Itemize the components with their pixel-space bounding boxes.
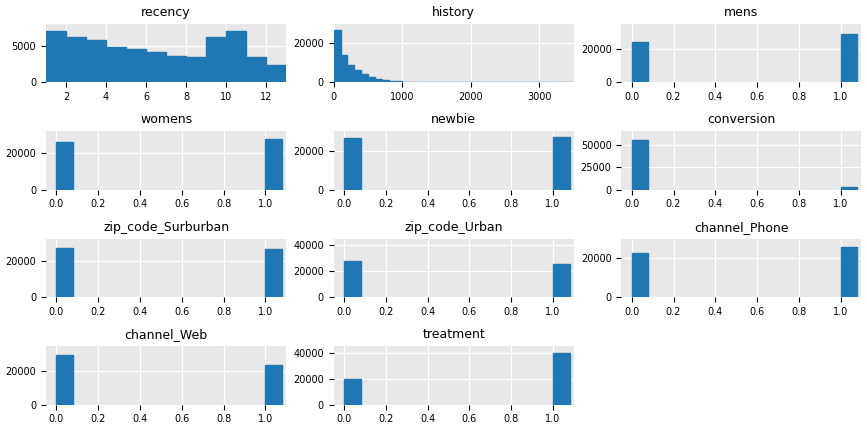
Bar	[265, 249, 282, 297]
Bar	[381, 80, 388, 82]
Title: conversion: conversion	[707, 113, 775, 126]
Bar	[344, 138, 361, 190]
Bar	[348, 65, 355, 82]
Title: zip_code_Surburban: zip_code_Surburban	[103, 221, 229, 233]
Bar	[553, 353, 570, 405]
Title: channel_Phone: channel_Phone	[694, 221, 789, 233]
Title: newbie: newbie	[431, 113, 476, 126]
Title: mens: mens	[724, 6, 759, 18]
Bar	[206, 37, 226, 82]
Bar	[632, 252, 649, 297]
Bar	[186, 57, 206, 82]
Bar	[344, 379, 361, 405]
Bar	[106, 47, 126, 82]
Bar	[226, 31, 246, 82]
Bar	[841, 34, 857, 82]
Bar	[375, 79, 381, 82]
Bar	[388, 81, 395, 82]
Bar	[368, 77, 375, 82]
Bar	[344, 261, 361, 297]
Bar	[395, 81, 402, 82]
Bar	[355, 70, 362, 82]
Bar	[56, 142, 73, 190]
Bar	[334, 30, 341, 82]
Bar	[166, 56, 186, 82]
Title: treatment: treatment	[422, 328, 486, 341]
Bar	[66, 37, 86, 82]
Bar	[265, 139, 282, 190]
Bar	[86, 40, 106, 82]
Bar	[841, 187, 857, 190]
Bar	[265, 365, 282, 405]
Title: womens: womens	[140, 113, 192, 126]
Bar	[632, 140, 649, 190]
Bar	[553, 264, 570, 297]
Title: history: history	[433, 6, 475, 18]
Bar	[56, 248, 73, 297]
Bar	[341, 55, 348, 82]
Bar	[266, 65, 286, 82]
Bar	[146, 52, 166, 82]
Bar	[246, 57, 266, 82]
Bar	[841, 247, 857, 297]
Title: zip_code_Urban: zip_code_Urban	[405, 221, 503, 233]
Bar	[56, 355, 73, 405]
Bar	[632, 42, 649, 82]
Bar	[553, 137, 570, 190]
Bar	[126, 49, 146, 82]
Bar	[46, 31, 66, 82]
Bar	[362, 74, 368, 82]
Title: channel_Web: channel_Web	[125, 328, 207, 341]
Title: recency: recency	[141, 6, 191, 18]
